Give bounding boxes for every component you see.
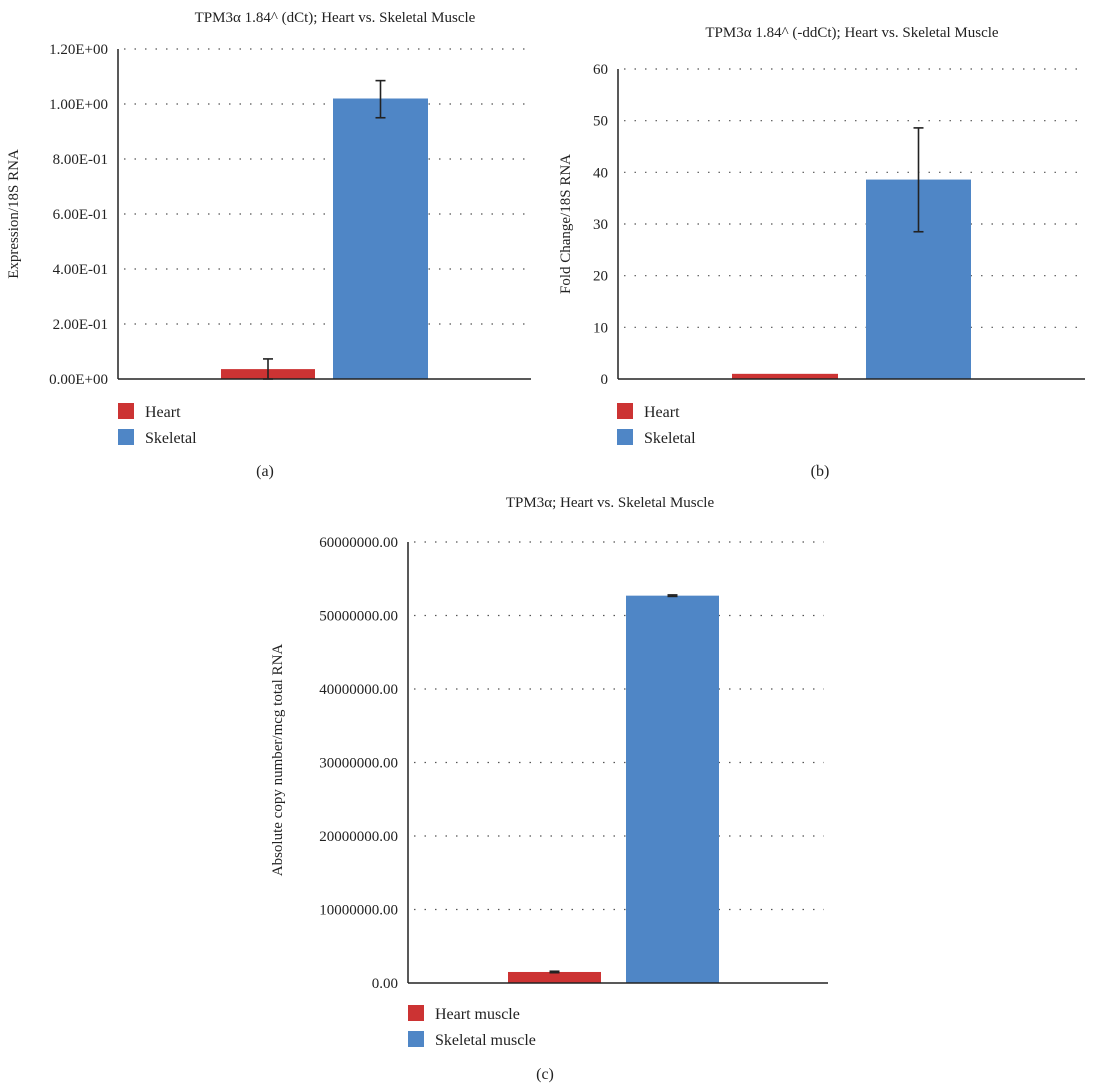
y-tick-label: 4.00E-01	[53, 262, 108, 278]
legend-swatch	[408, 1005, 424, 1021]
chart-panel-c: TPM3α; Heart vs. Skeletal Muscle Absolute…	[270, 495, 828, 1083]
y-tick-label: 20000000.00	[319, 829, 398, 845]
bar-skeletal-muscle	[626, 595, 719, 983]
y-tick-label: 8.00E-01	[53, 152, 108, 168]
y-tick-label: 40000000.00	[319, 682, 398, 698]
y-tick-label: 60000000.00	[319, 535, 398, 551]
y-tick-label: 30000000.00	[319, 756, 398, 772]
y-tick-label: 10	[593, 320, 608, 336]
bar-heart-muscle	[508, 971, 601, 983]
legend-swatch	[118, 429, 134, 445]
y-tick-label: 0	[601, 372, 609, 388]
y-axis-label: Fold Change/18S RNA	[558, 154, 574, 294]
y-tick-label: 1.20E+00	[49, 42, 108, 58]
panel-caption: (a)	[256, 463, 274, 480]
error-bar	[375, 79, 386, 119]
y-tick-label: 50000000.00	[319, 609, 398, 625]
bar-skeletal	[333, 98, 428, 379]
y-tick-label: 20	[593, 269, 608, 285]
y-tick-label: 40	[593, 165, 608, 181]
y-tick-label: 0.00E+00	[49, 372, 108, 388]
legend-label: Heart	[145, 404, 181, 421]
y-tick-label: 1.00E+00	[49, 97, 108, 113]
legend-swatch	[408, 1031, 424, 1047]
legend-label: Skeletal muscle	[435, 1032, 536, 1049]
chart-title: TPM3α 1.84^ (dCt); Heart vs. Skeletal Mu…	[195, 10, 476, 26]
y-axis-label: Expression/18S RNA	[6, 149, 22, 279]
y-tick-label: 2.00E-01	[53, 317, 108, 333]
chart-title: TPM3α 1.84^ (-ddCt); Heart vs. Skeletal …	[705, 25, 999, 41]
y-tick-label: 30	[593, 217, 608, 233]
bar-heart	[732, 373, 838, 379]
legend-label: Skeletal	[644, 430, 696, 447]
legend-label: Skeletal	[145, 430, 197, 447]
error-bar	[549, 970, 560, 974]
legend-label: Heart	[644, 404, 680, 421]
legend-swatch	[118, 403, 134, 419]
panel-caption: (b)	[811, 463, 830, 480]
y-tick-label: 10000000.00	[319, 903, 398, 919]
y-tick-label: 60	[593, 62, 608, 78]
legend-swatch	[617, 403, 633, 419]
panel-caption: (c)	[536, 1066, 554, 1083]
legend-label: Heart muscle	[435, 1006, 520, 1023]
error-bar	[667, 594, 678, 598]
y-tick-label: 6.00E-01	[53, 207, 108, 223]
legend-swatch	[617, 429, 633, 445]
chart-panel-b: TPM3α 1.84^ (-ddCt); Heart vs. Skeletal …	[558, 25, 1085, 480]
y-tick-label: 50	[593, 114, 608, 130]
chart-title: TPM3α; Heart vs. Skeletal Muscle	[506, 495, 715, 511]
y-axis-label: Absolute copy number/mcg total RNA	[270, 644, 286, 877]
error-bar	[913, 127, 924, 233]
y-tick-label: 0.00	[372, 976, 398, 992]
chart-panel-a: TPM3α 1.84^ (dCt); Heart vs. Skeletal Mu…	[6, 10, 531, 480]
